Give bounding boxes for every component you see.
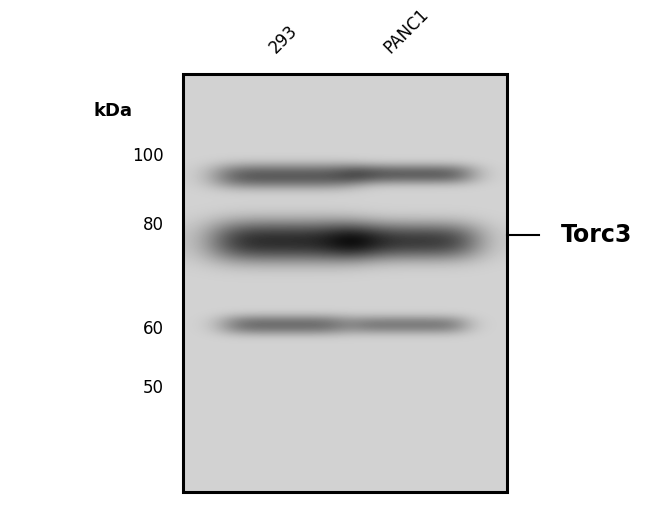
Text: kDa: kDa xyxy=(93,102,132,120)
Bar xyxy=(183,74,507,491)
Text: Torc3: Torc3 xyxy=(562,223,632,247)
Text: 80: 80 xyxy=(142,216,164,234)
Text: 293: 293 xyxy=(265,22,301,57)
Text: PANC1: PANC1 xyxy=(380,5,432,57)
Text: 50: 50 xyxy=(142,379,164,397)
Text: 60: 60 xyxy=(142,320,164,338)
Text: 100: 100 xyxy=(132,147,164,165)
